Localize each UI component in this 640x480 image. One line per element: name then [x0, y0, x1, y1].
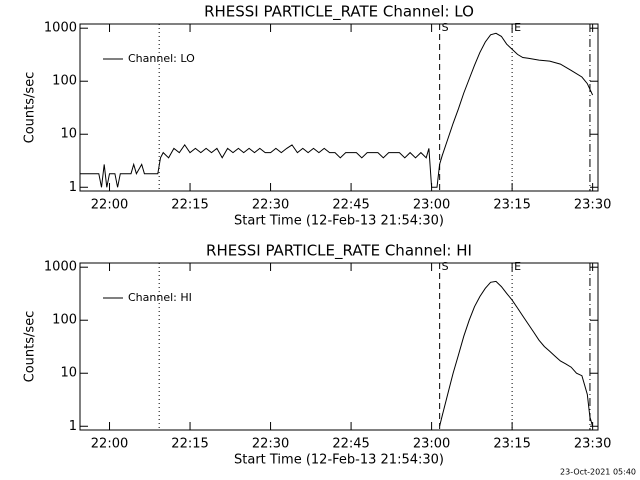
x-tick-label: 22:00: [91, 437, 128, 452]
x-tick-label: 23:30: [574, 437, 611, 452]
x-tick-label: 22:45: [332, 198, 369, 213]
x-tick-label: 23:30: [574, 198, 611, 213]
marker-label: S: [442, 21, 449, 34]
x-tick-label: 23:00: [413, 437, 450, 452]
data-line: [439, 280, 594, 427]
x-tick-label: 22:45: [332, 437, 369, 452]
plot-frame: [79, 23, 599, 192]
x-tick-label: 23:15: [493, 198, 530, 213]
y-tick-label: 100: [52, 74, 77, 89]
footer: 23-Oct-2021 05:40: [560, 468, 636, 477]
x-tick-label: 23:15: [493, 437, 530, 452]
x-tick-label: 22:30: [252, 198, 289, 213]
y-tick-label: 1000: [44, 21, 77, 36]
x-axis-label: Start Time (12-Feb-13 21:54:30): [234, 214, 444, 229]
y-tick-label: 1: [69, 419, 77, 434]
marker-label: E: [514, 260, 521, 273]
legend-label: Channel: HI: [128, 291, 192, 304]
marker-label: S: [442, 260, 449, 273]
marker-label: E: [514, 21, 521, 34]
x-tick-label: 22:15: [171, 198, 208, 213]
data-line: [80, 32, 594, 188]
legend-label: Channel: LO: [128, 52, 195, 65]
x-tick-label: 22:30: [252, 437, 289, 452]
x-tick-label: 23:00: [413, 198, 450, 213]
x-tick-label: 22:00: [91, 198, 128, 213]
plot-frame: [79, 262, 599, 431]
y-tick-label: 100: [52, 313, 77, 328]
y-tick-label: 10: [60, 366, 77, 381]
chart-title: RHESSI PARTICLE_RATE Channel: LO: [204, 3, 474, 22]
y-axis-label: Counts/sec: [23, 311, 38, 383]
y-tick-label: 10: [60, 127, 77, 142]
y-tick-label: 1: [69, 180, 77, 195]
x-axis-label: Start Time (12-Feb-13 21:54:30): [234, 453, 444, 468]
x-tick-label: 22:15: [171, 437, 208, 452]
chart-title: RHESSI PARTICLE_RATE Channel: HI: [206, 242, 472, 261]
y-axis-label: Counts/sec: [23, 72, 38, 144]
y-tick-label: 1000: [44, 260, 77, 275]
